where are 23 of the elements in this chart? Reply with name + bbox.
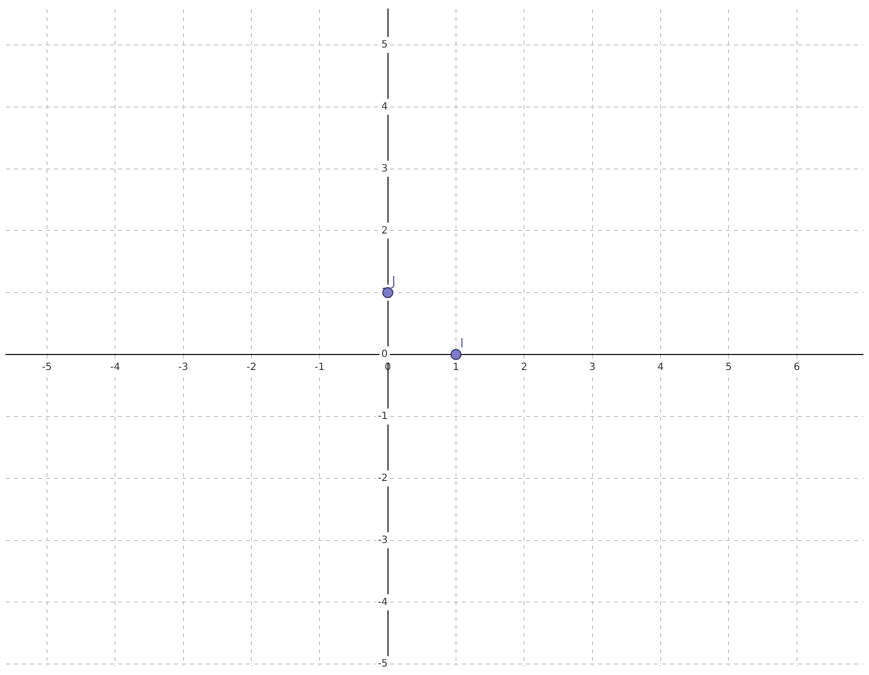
x-tick-label: 4 (657, 362, 664, 374)
x-tick-label: -5 (42, 362, 52, 374)
annotation: J (390, 274, 396, 290)
x-tick-label: -1 (314, 362, 325, 374)
annotation: I (460, 336, 464, 352)
y-tick-label: -3 (378, 534, 388, 546)
x-tick-label: 1 (452, 362, 460, 374)
y-tick-label: 2 (381, 225, 388, 236)
y-tick-label: -5 (378, 658, 388, 670)
y-tick-label: 0 (381, 349, 388, 360)
x-tick-label: -2 (246, 362, 256, 374)
x-tick-label: -4 (110, 362, 120, 374)
x-tick-label: 3 (589, 362, 596, 374)
y-tick-label: 4 (381, 101, 388, 112)
y-tick-label: -4 (378, 596, 388, 608)
x-tick-label: 5 (726, 362, 732, 374)
y-tick-label: 5 (381, 40, 388, 51)
y-tick-label: -2 (378, 472, 388, 484)
x-tick-label: -3 (178, 362, 188, 374)
x-tick-label: 6 (794, 362, 800, 374)
x-tick-label: 2 (520, 362, 528, 374)
y-tick-label: 3 (381, 163, 388, 174)
y-tick-label: -1 (378, 411, 388, 422)
